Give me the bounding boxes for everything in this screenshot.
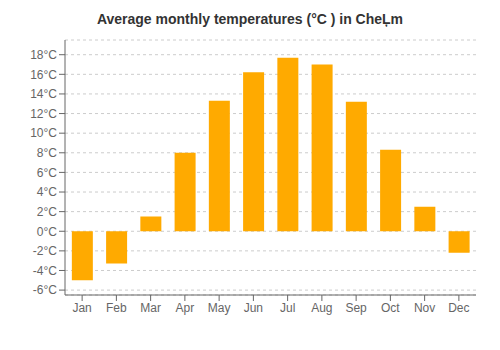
svg-text:0°C: 0°C <box>37 225 57 239</box>
svg-text:Jan: Jan <box>72 301 91 315</box>
svg-text:10°C: 10°C <box>30 126 57 140</box>
html-text:Average monthly temperatures (: Average monthly temperatures (°C ) in Ch… <box>96 11 404 27</box>
svg-text:-6°C: -6°C <box>33 283 57 297</box>
svg-text:May: May <box>208 301 231 315</box>
svg-text:Oct: Oct <box>381 301 400 315</box>
svg-text:18°C: 18°C <box>30 48 57 62</box>
svg-text:4°C: 4°C <box>37 185 57 199</box>
svg-text:Apr: Apr <box>176 301 195 315</box>
svg-text:Jul: Jul <box>280 301 295 315</box>
svg-text:Mar: Mar <box>140 301 161 315</box>
svg-text:6°C: 6°C <box>37 166 57 180</box>
svg-text:-2°C: -2°C <box>33 244 57 258</box>
svg-text:16°C: 16°C <box>30 68 57 82</box>
svg-text:12°C: 12°C <box>30 107 57 121</box>
svg-text:Nov: Nov <box>414 301 435 315</box>
svg-text:Sep: Sep <box>345 301 367 315</box>
svg-text:8°C: 8°C <box>37 146 57 160</box>
svg-text:Feb: Feb <box>106 301 127 315</box>
svg-text:Dec: Dec <box>448 301 469 315</box>
svg-text:Jun: Jun <box>244 301 263 315</box>
svg-text:Aug: Aug <box>311 301 332 315</box>
svg-text:14°C: 14°C <box>30 87 57 101</box>
svg-text:-4°C: -4°C <box>33 264 57 278</box>
svg-text:2°C: 2°C <box>37 205 57 219</box>
